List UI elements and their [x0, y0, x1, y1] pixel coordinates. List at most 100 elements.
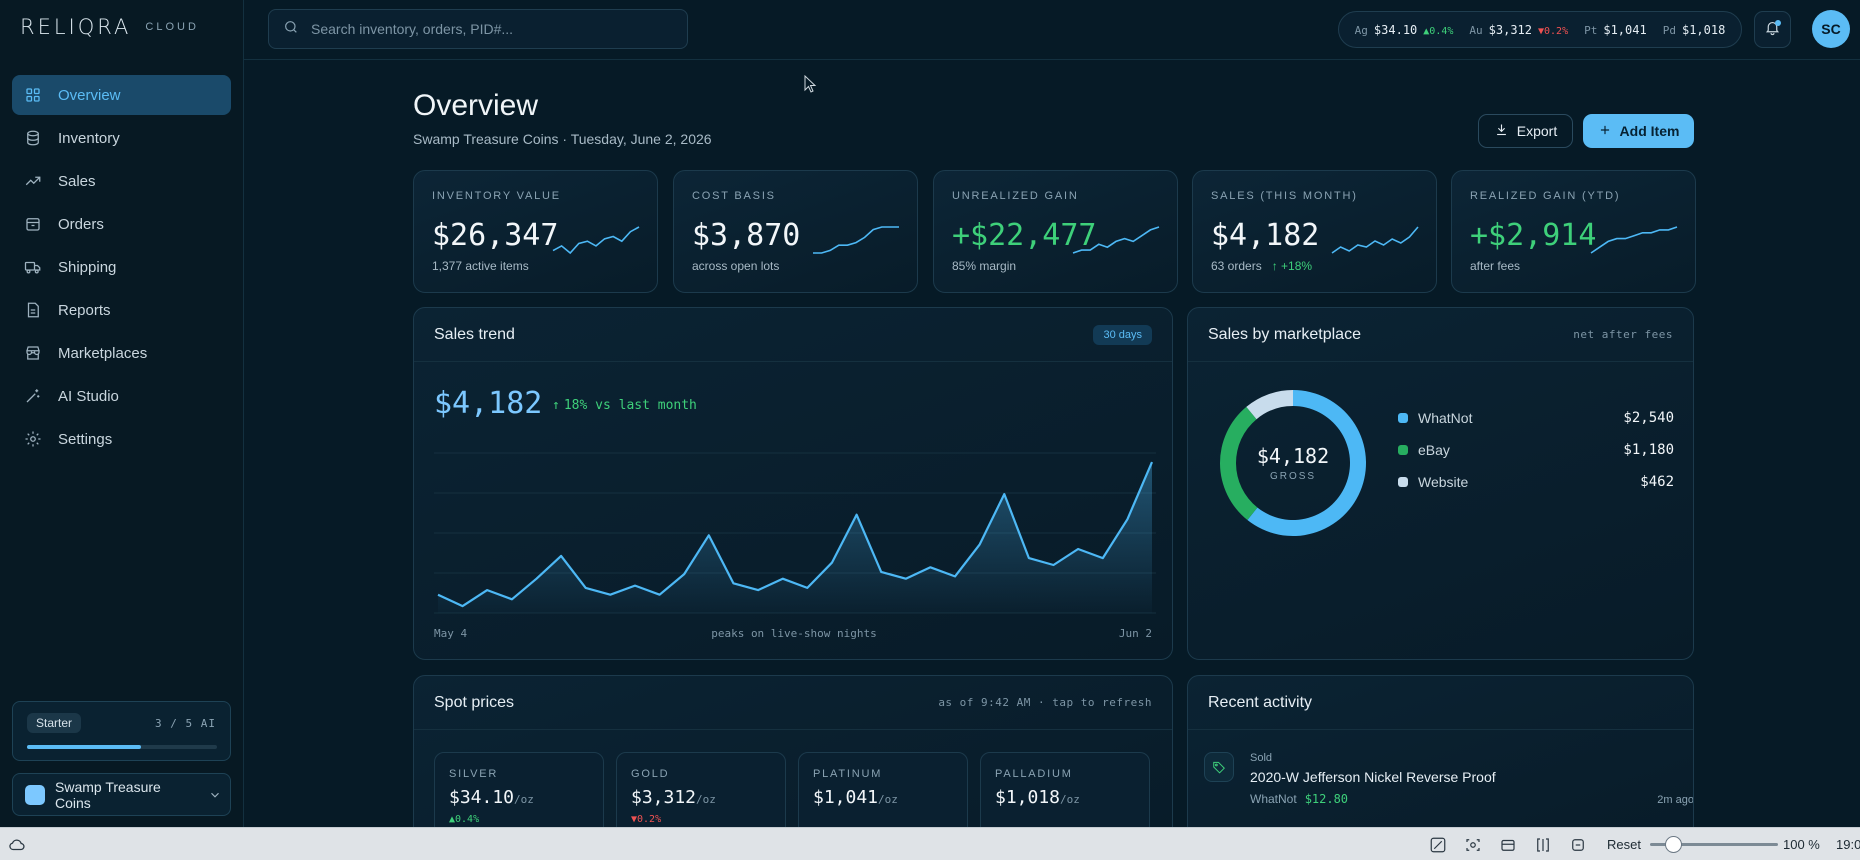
sidebar-item-inventory[interactable]: Inventory [12, 118, 231, 158]
spot-price-value: $1,041 [813, 787, 879, 808]
report-icon [24, 301, 42, 319]
kpi-delta: ↑ +18% [1272, 259, 1312, 273]
arrow-up-icon: ↑ [552, 398, 560, 413]
system-taskbar: Reset 100 % 19:0 [0, 827, 1860, 860]
sales-trend-chart [434, 452, 1156, 614]
zoom-level: 100 % [1783, 837, 1820, 852]
export-button[interactable]: Export [1478, 114, 1573, 148]
kpi-sparkline [811, 223, 901, 257]
search-box[interactable] [268, 9, 688, 49]
kpi-footnote: after fees [1470, 259, 1520, 273]
donut-slice-ebay [1220, 406, 1258, 521]
reset-zoom-button[interactable]: Reset [1607, 837, 1641, 852]
sidebar-item-label: AI Studio [58, 387, 119, 405]
legend-value: $1,180 [1623, 442, 1674, 458]
kpi-card[interactable]: SALES (THIS MONTH) $4,182 63 orders ↑ +1… [1192, 170, 1437, 293]
sidebar-item-sales[interactable]: Sales [12, 161, 231, 201]
kpi-label: COST BASIS [692, 190, 776, 202]
workspace-avatar [25, 784, 45, 805]
kpi-foot-text: after fees [1470, 259, 1521, 273]
panel-title: Recent activity [1208, 693, 1313, 711]
legend-value: $2,540 [1623, 410, 1674, 426]
sidebar-nav: Overview Inventory Sales Orders Shipping… [12, 75, 231, 462]
spot-metal: PALLADIUM [995, 768, 1073, 780]
ticker-price: $3,312 [1488, 22, 1532, 37]
legend-name: eBay [1418, 442, 1450, 458]
panel-header: Sales trend 30 days [414, 308, 1172, 362]
range-pill[interactable]: 30 days [1093, 324, 1152, 345]
x-axis-start-label: May 4 [434, 627, 468, 640]
spot-price-value: $34.10 [449, 787, 515, 808]
kpi-card[interactable]: UNREALIZED GAIN +$22,477 85% margin [933, 170, 1178, 293]
search-input[interactable] [311, 21, 671, 37]
spot-change: ▼0.2% [631, 814, 662, 825]
sparkline-path [1072, 226, 1160, 254]
sidebar-item-overview[interactable]: Overview [12, 75, 231, 115]
spot-price: $3,312/oz [631, 787, 716, 808]
brand-logo[interactable]: RELIQRA CLOUD [20, 15, 199, 39]
sidebar-item-reports[interactable]: Reports [12, 290, 231, 330]
kpi-card[interactable]: INVENTORY VALUE $26,347 1,377 active ite… [413, 170, 658, 293]
screenshot-icon[interactable] [1463, 835, 1483, 855]
kpi-footnote: 1,377 active items [432, 259, 529, 273]
mouse-cursor-icon [804, 75, 817, 93]
ticker-item: Ag $34.10 ▲0.4% [1355, 23, 1454, 37]
ticker-price: $1,018 [1681, 22, 1726, 37]
add-item-label: Add Item [1619, 123, 1680, 139]
plan-badge: Starter [27, 713, 82, 733]
ticker-change: ▼0.2% [1538, 25, 1569, 37]
legend-row[interactable]: WhatNot $2,540 [1398, 402, 1674, 434]
legend-row[interactable]: eBay $1,180 [1398, 434, 1674, 466]
layers-icon[interactable] [1498, 835, 1518, 855]
workspace-switcher[interactable]: Swamp Treasure Coins [12, 773, 231, 816]
annotate-icon[interactable] [1428, 835, 1448, 855]
legend-swatch [1398, 445, 1408, 455]
spot-price: $1,018/oz [995, 787, 1080, 808]
chevron-down-icon [200, 788, 230, 802]
ticker-symbol: Ag [1354, 23, 1368, 37]
sidebar-item-settings[interactable]: Settings [12, 419, 231, 459]
legend-name: Website [1418, 474, 1469, 490]
activity-type: Sold [1250, 752, 1273, 764]
zoom-slider-knob[interactable] [1665, 836, 1683, 853]
ticker-symbol: Pd [1662, 23, 1676, 37]
split-view-icon[interactable] [1533, 835, 1553, 855]
add-item-button[interactable]: Add Item [1583, 114, 1694, 148]
notifications-button[interactable] [1754, 11, 1791, 48]
kpi-card[interactable]: REALIZED GAIN (YTD) +$2,914 after fees [1451, 170, 1696, 293]
refresh-hint[interactable]: as of 9:42 AM · tap to refresh [938, 696, 1152, 709]
sidebar-item-ai-studio[interactable]: AI Studio [12, 376, 231, 416]
activity-item[interactable]: Sold 2020-W Jefferson Nickel Reverse Pro… [1204, 746, 1694, 812]
kpi-foot-text: 63 orders [1211, 259, 1262, 273]
zoom-slider[interactable] [1650, 836, 1778, 853]
donut-slice-website [1246, 390, 1293, 420]
metal-ticker[interactable]: Ag $34.10 ▲0.4% Au $3,312 ▼0.2% Pt $1,041 … [1338, 11, 1742, 48]
store-icon [24, 344, 42, 362]
legend-row[interactable]: Website $462 [1398, 466, 1674, 498]
spot-unit: /oz [696, 793, 716, 806]
legend-swatch [1398, 477, 1408, 487]
sidebar-item-marketplaces[interactable]: Marketplaces [12, 333, 231, 373]
ticker-symbol: Au [1469, 23, 1483, 37]
sidebar-item-orders[interactable]: Orders [12, 204, 231, 244]
kpi-value: $3,870 [692, 218, 801, 253]
plan-card[interactable]: Starter 3 / 5 AI [12, 701, 231, 761]
kpi-label: SALES (THIS MONTH) [1211, 190, 1358, 202]
user-avatar[interactable]: SC [1812, 10, 1850, 48]
logo-wordmark: RELIQRA [20, 15, 132, 39]
spot-metal: SILVER [449, 768, 499, 780]
ticker-item: Pd $1,018 [1663, 23, 1726, 37]
kpi-card[interactable]: COST BASIS $3,870 across open lots [673, 170, 918, 293]
cloud-icon[interactable] [8, 836, 26, 854]
activity-time: 2m ago [1657, 794, 1694, 806]
export-label: Export [1516, 123, 1558, 139]
truck-icon [24, 258, 42, 276]
sidebar-item-label: Orders [58, 215, 104, 233]
kpi-sparkline [1589, 223, 1679, 257]
record-icon[interactable] [1568, 835, 1588, 855]
kpi-value: $4,182 [1211, 218, 1320, 253]
sidebar-item-label: Overview [58, 86, 121, 104]
ticker-item: Pt $1,041 [1584, 23, 1647, 37]
sidebar-item-shipping[interactable]: Shipping [12, 247, 231, 287]
arrow-up-icon: ↑ [1271, 259, 1282, 273]
